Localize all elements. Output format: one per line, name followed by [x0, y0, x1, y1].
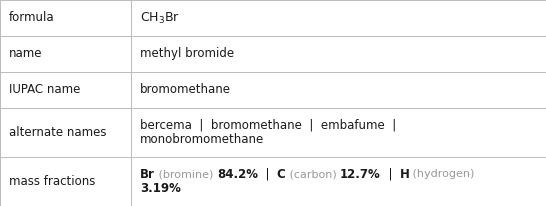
Text: methyl bromide: methyl bromide — [140, 47, 234, 60]
Text: |: | — [258, 168, 277, 181]
Text: $\mathregular{CH_3Br}$: $\mathregular{CH_3Br}$ — [140, 11, 180, 26]
Text: formula: formula — [9, 12, 55, 25]
Text: |: | — [381, 168, 400, 181]
Text: (hydrogen): (hydrogen) — [410, 169, 475, 179]
Text: (carbon): (carbon) — [286, 169, 340, 179]
Text: 3.19%: 3.19% — [140, 182, 181, 195]
Text: monobromomethane: monobromomethane — [140, 133, 264, 146]
Text: alternate names: alternate names — [9, 126, 106, 139]
Text: Br: Br — [140, 168, 155, 181]
Text: (bromine): (bromine) — [155, 169, 217, 179]
Text: 12.7%: 12.7% — [340, 168, 381, 181]
Text: H: H — [400, 168, 410, 181]
Text: 84.2%: 84.2% — [217, 168, 258, 181]
Text: IUPAC name: IUPAC name — [9, 83, 80, 96]
Text: bromomethane: bromomethane — [140, 83, 231, 96]
Text: mass fractions: mass fractions — [9, 175, 96, 188]
Text: C: C — [277, 168, 286, 181]
Text: name: name — [9, 47, 43, 60]
Text: bercema  |  bromomethane  |  embafume  |: bercema | bromomethane | embafume | — [140, 119, 396, 132]
